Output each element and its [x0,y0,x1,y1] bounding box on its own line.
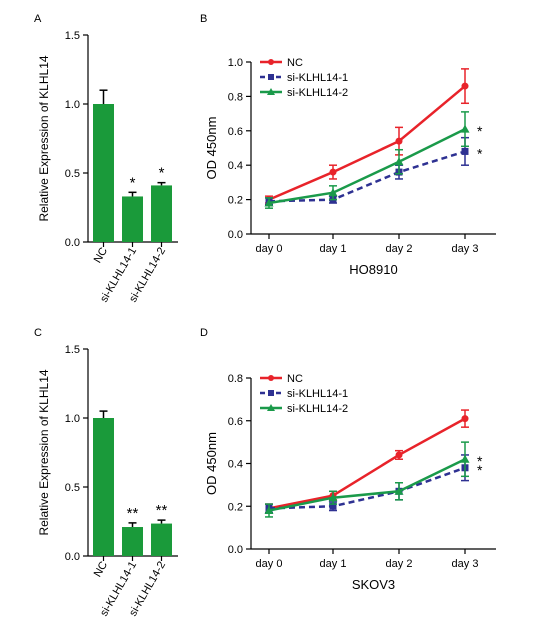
series-line [268,150,466,203]
y-axis-label: OD 450nm [204,432,219,495]
series-line [268,466,466,510]
data-point [264,198,274,207]
y-axis-label: Relative Expression of KLHL14 [37,369,51,535]
x-tick-label: day 1 [320,243,347,255]
legend-label: NC [287,57,303,69]
data-point [460,454,470,463]
data-point [267,404,275,411]
significance-mark: * [477,123,483,139]
bar [93,104,114,242]
x-axis-label: HO8910 [349,262,397,277]
significance-mark: ** [156,502,168,519]
y-tick-label: 0.2 [228,501,243,513]
y-tick-label: 0.0 [228,229,243,241]
panel-label-d: D [200,327,208,339]
y-tick-label: 0.8 [228,91,243,103]
x-tick-label: day 3 [452,558,479,570]
y-tick-label: 0.5 [65,482,80,494]
y-tick-label: 0.0 [228,544,243,556]
x-tick-label: day 2 [386,243,413,255]
significance-mark: * [477,453,483,469]
y-tick-label: 0.4 [228,160,243,172]
significance-mark: * [477,462,483,478]
x-tick-label: NC [92,559,110,579]
x-tick-label: day 0 [256,558,283,570]
data-point [328,493,338,502]
series-line [268,85,466,201]
x-tick-label: day 1 [320,558,347,570]
bar-chart-a: 0.00.51.01.5NC*si-KLHL14-1*si-KLHL14-2Re… [37,30,178,304]
data-point [394,157,404,166]
x-axis-label: SKOV3 [352,577,395,592]
data-point [264,506,274,515]
data-point [461,82,469,90]
line-chart-b: 0.0 0.2 0.4 0.6 0.8 1.0 day 0 day 1 day 2 day 3 HO… [204,57,496,277]
y-axis-label: OD 450nm [204,117,219,180]
data-point [329,168,337,176]
legend-label: si-KLHL14-1 [287,388,348,400]
bar [151,523,172,556]
data-point [461,147,469,155]
y-axis-label: Relative Expression of KLHL14 [37,55,51,221]
x-tick-label: NC [92,245,110,265]
series-line [268,127,466,205]
y-tick-label: 1.5 [65,30,80,42]
y-tick-label: 1.0 [65,99,80,111]
significance-mark: * [159,165,165,182]
data-point [461,415,469,423]
data-point [268,74,274,80]
panel-label-c: C [34,327,42,339]
bar [151,185,172,242]
y-tick-label: 0.0 [65,237,80,249]
series-line [268,458,466,512]
data-point [328,188,338,197]
y-tick-label: 0.2 [228,195,243,207]
panel-label-a: A [34,13,42,25]
legend-label: si-KLHL14-2 [287,403,348,415]
data-point [394,486,404,495]
y-tick-label: 0.6 [228,416,243,428]
series-line [268,417,466,510]
bar-chart-c: 0.00.51.01.5NC**si-KLHL14-1**si-KLHL14-2… [37,344,178,618]
y-tick-label: 0.8 [228,373,243,385]
legend-label: si-KLHL14-1 [287,72,348,84]
data-point [268,390,274,396]
y-tick-label: 0.0 [65,551,80,563]
data-point [395,137,403,145]
y-tick-label: 1.0 [228,57,243,69]
data-point [267,88,275,95]
panel-label-b: B [200,13,207,25]
significance-mark: * [477,145,483,161]
bar [93,418,114,556]
data-point [268,375,274,381]
x-tick-label: day 2 [386,558,413,570]
line-chart-d: 0.0 0.2 0.4 0.6 0.8 day 0 day 1 day 2 day 3 SKOV3… [204,373,496,592]
data-point [395,451,403,459]
data-point [329,502,337,510]
x-tick-label: day 3 [452,243,479,255]
data-point [460,124,470,133]
x-tick-label: day 0 [256,243,283,255]
bar [122,196,143,242]
y-tick-label: 0.6 [228,126,243,138]
y-tick-label: 0.5 [65,168,80,180]
legend-label: si-KLHL14-2 [287,87,348,99]
data-point [268,59,274,65]
bar [122,527,143,556]
significance-mark: ** [127,505,139,522]
y-tick-label: 1.0 [65,413,80,425]
legend-label: NC [287,373,303,385]
significance-mark: * [130,174,136,191]
y-tick-label: 0.4 [228,459,243,471]
y-tick-label: 1.5 [65,344,80,356]
